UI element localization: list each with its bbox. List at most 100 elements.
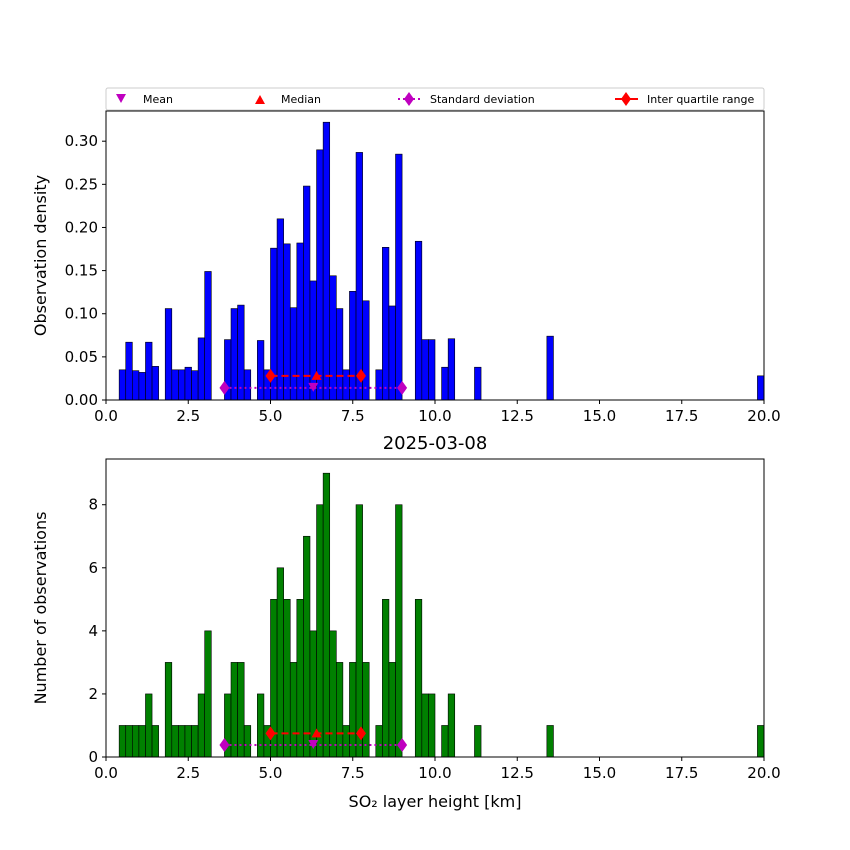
density-bar [197, 337, 205, 401]
density-median-marker [311, 370, 322, 380]
count-y-tick-label: 2 [88, 685, 98, 703]
density-bar [335, 308, 344, 401]
density-bar [289, 307, 298, 401]
count-y-ticks: 0 2 4 6 8 [88, 496, 106, 766]
density-bar [184, 366, 192, 401]
count-median-marker [311, 728, 322, 738]
count-bar [342, 725, 350, 758]
count-y-tick-label: 6 [88, 559, 98, 577]
density-y-tick-label: 0.20 [65, 218, 98, 236]
density-y-axis-label: Observation density [31, 175, 50, 336]
density-bar [191, 370, 199, 401]
count-bar [243, 725, 252, 758]
legend-label-mean: Mean [143, 93, 173, 106]
count-bar [349, 662, 357, 758]
count-bar [414, 599, 423, 758]
count-bar [441, 725, 449, 758]
density-mean-marker [308, 382, 319, 392]
density-bar [362, 300, 370, 401]
density-x-tick-label: 0.0 [94, 407, 118, 425]
density-bars [118, 121, 765, 401]
count-bar [428, 693, 436, 758]
count-histogram-panel: 0.0 2.5 5.0 7.5 10.0 12.5 15.0 17.5 20.0 0 2 4 6 8 N… [31, 433, 781, 811]
density-y-tick-label: 0.15 [65, 262, 98, 280]
density-bar [132, 370, 140, 401]
count-bar [335, 662, 344, 758]
density-histogram-panel: 0.0 2.5 5.0 7.5 10.0 12.5 15.0 17.5 20.0 0.000.0… [31, 110, 781, 425]
density-bar [414, 240, 423, 401]
legend-label-median: Median [281, 93, 321, 106]
count-x-tick-label: 20.0 [747, 764, 780, 782]
count-bar [178, 725, 186, 758]
density-bar [230, 308, 238, 401]
density-bar [178, 369, 186, 401]
count-bar [237, 662, 245, 758]
density-x-tick-label: 10.0 [418, 407, 451, 425]
density-x-tick-label: 12.5 [501, 407, 534, 425]
count-iqr-low-marker [265, 726, 276, 741]
count-bar [151, 725, 159, 758]
density-bar [164, 308, 173, 401]
density-bar [388, 305, 396, 401]
legend-label-iqr: Inter quartile range [647, 93, 754, 106]
count-bar [362, 662, 370, 758]
density-bar [428, 339, 436, 401]
count-iqr-high-marker [355, 726, 366, 741]
count-bar [546, 725, 554, 758]
density-bar [441, 366, 449, 401]
density-std-low-marker [219, 380, 230, 395]
count-x-axis-label: SO₂ layer height [km] [349, 792, 522, 811]
density-x-tick-label: 20.0 [747, 407, 780, 425]
count-bar [303, 535, 311, 758]
density-x-tick-label: 7.5 [341, 407, 365, 425]
mean-marker-icon [116, 94, 126, 103]
count-bar [322, 472, 331, 758]
count-x-tick-label: 5.0 [259, 764, 283, 782]
count-x-tick-label: 17.5 [665, 764, 698, 782]
density-bar [276, 218, 284, 401]
density-bar [125, 341, 133, 401]
count-bar [395, 504, 403, 758]
count-bar [447, 693, 456, 758]
density-y-tick-label: 0.10 [65, 305, 98, 323]
count-bar [125, 725, 133, 758]
count-y-axis-label: Number of observations [31, 512, 50, 705]
density-stat-markers [219, 368, 408, 395]
density-bar [309, 280, 317, 401]
density-bar [421, 339, 429, 401]
density-bar [447, 338, 456, 401]
count-std-high-marker [397, 738, 408, 753]
median-marker-icon [255, 95, 265, 104]
count-bar [276, 567, 284, 758]
count-bar [257, 693, 265, 758]
density-bar [138, 372, 146, 401]
count-y-tick-label: 4 [88, 622, 98, 640]
density-bar [118, 369, 127, 401]
density-y-tick-label: 0.05 [65, 348, 98, 366]
legend: Mean Median Standard deviation Inter qua… [105, 87, 765, 111]
density-x-tick-label: 17.5 [665, 407, 698, 425]
count-bar [132, 725, 140, 758]
std-diamond-icon [404, 92, 414, 106]
density-x-tick-label: 15.0 [583, 407, 616, 425]
density-bar [349, 291, 357, 401]
density-bar [329, 275, 337, 401]
count-bar [118, 725, 127, 758]
count-bar [757, 725, 765, 758]
count-bar [382, 599, 390, 758]
count-bar [197, 693, 205, 758]
count-bar [474, 725, 482, 758]
density-bar [322, 121, 331, 401]
legend-entry-iqr: Inter quartile range [615, 92, 754, 106]
count-bar [375, 725, 383, 758]
count-bar [204, 630, 212, 758]
density-std-high-marker [397, 380, 408, 395]
count-x-tick-label: 7.5 [341, 764, 365, 782]
count-x-ticks: 0.0 2.5 5.0 7.5 10.0 12.5 15.0 17.5 20.0 [94, 757, 781, 782]
count-bar [191, 725, 199, 758]
density-bar [204, 271, 212, 401]
count-x-tick-label: 15.0 [583, 764, 616, 782]
count-bar [329, 630, 337, 758]
count-bar [309, 630, 317, 758]
density-bar [382, 247, 390, 401]
